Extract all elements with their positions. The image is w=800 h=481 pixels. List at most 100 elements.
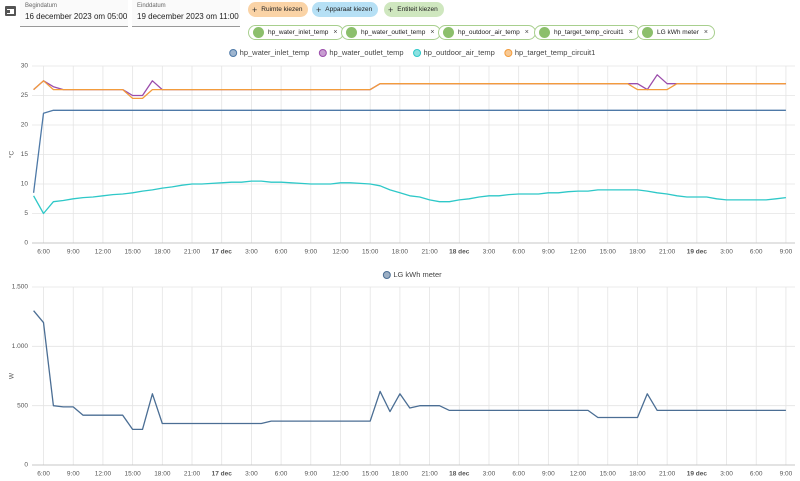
x-tick-label: 17 dec	[212, 471, 233, 478]
x-tick-label: 3:00	[720, 249, 733, 256]
legend-marker	[413, 49, 422, 57]
legend: LG kWh meter	[382, 270, 442, 279]
y-tick-label: 0	[24, 462, 28, 469]
x-tick-label: 12:00	[570, 471, 587, 478]
y-tick-label: 30	[21, 63, 29, 70]
x-tick-label: 18 dec	[449, 471, 470, 478]
x-tick-label: 21:00	[421, 471, 438, 478]
x-tick-label: 21:00	[659, 471, 676, 478]
x-tick-label: 9:00	[67, 471, 80, 478]
y-axis-label: W	[9, 372, 16, 379]
x-tick-label: 3:00	[720, 471, 733, 478]
begin-value: 16 december 2023 om 05:00	[25, 12, 128, 21]
x-tick-label: 18:00	[154, 471, 171, 478]
picker-label: Apparaat kiezen	[325, 6, 373, 13]
y-axis-label: °C	[8, 151, 16, 159]
x-tick-label: 3:00	[483, 471, 496, 478]
x-tick-label: 12:00	[95, 471, 112, 478]
x-tick-label: 6:00	[512, 249, 525, 256]
x-tick-label: 21:00	[659, 249, 676, 256]
area-picker[interactable]: + Ruimte kiezen	[248, 2, 309, 17]
legend-label: hp_water_inlet_temp	[240, 48, 310, 57]
x-tick-label: 6:00	[37, 249, 50, 256]
legend-label: hp_outdoor_air_temp	[424, 48, 495, 57]
entity-label: hp_target_temp_circuit1	[554, 29, 624, 36]
x-tick-label: 12:00	[95, 249, 112, 256]
x-tick-label: 6:00	[512, 471, 525, 478]
x-tick-label: 18:00	[629, 471, 646, 478]
x-tick-label: 9:00	[304, 249, 317, 256]
legend-label: hp_water_outlet_temp	[329, 48, 403, 57]
legend: hp_water_inlet_temp hp_water_outlet_temp h…	[229, 48, 595, 57]
legend-marker	[229, 49, 238, 57]
legend-marker	[318, 49, 327, 57]
x-tick-label: 6:00	[37, 471, 50, 478]
x-tick-label: 3:00	[245, 249, 258, 256]
x-tick-label: 15:00	[124, 249, 141, 256]
legend-marker	[504, 49, 513, 57]
x-tick-label: 9:00	[780, 249, 793, 256]
y-tick-label: 25	[21, 92, 29, 99]
x-tick-label: 19 dec	[687, 471, 708, 478]
x-tick-label: 18:00	[154, 249, 171, 256]
x-tick-label: 12:00	[570, 249, 587, 256]
legend-label: hp_target_temp_circuit1	[515, 48, 595, 57]
x-tick-label: 3:00	[245, 471, 258, 478]
x-tick-label: 18:00	[392, 249, 409, 256]
series-line	[32, 109, 786, 193]
entity-chip[interactable]: hp_outdoor_air_temp ×	[438, 25, 536, 40]
y-tick-label: 5	[24, 210, 28, 217]
x-tick-label: 21:00	[421, 249, 438, 256]
x-tick-label: 15:00	[362, 249, 379, 256]
x-tick-label: 15:00	[362, 471, 379, 478]
x-tick-label: 9:00	[542, 249, 555, 256]
series-line	[33, 74, 786, 97]
entity-label: hp_water_inlet_temp	[268, 29, 329, 36]
device-picker[interactable]: + Apparaat kiezen	[312, 2, 379, 17]
x-tick-label: 15:00	[124, 471, 141, 478]
series-line	[33, 80, 786, 100]
x-tick-label: 9:00	[304, 471, 317, 478]
end-label: Einddatum	[137, 3, 166, 9]
entity-chip[interactable]: hp_water_outlet_temp ×	[341, 25, 442, 40]
picker-label: Ruimte kiezen	[261, 6, 303, 13]
legend-marker	[382, 271, 391, 279]
entity-picker[interactable]: + Entiteit kiezen	[384, 2, 444, 17]
x-tick-label: 6:00	[750, 249, 763, 256]
x-tick-label: 18:00	[392, 471, 409, 478]
calendar-icon	[5, 6, 16, 16]
x-tick-label: 21:00	[184, 471, 201, 478]
entity-label: LG kWh meter	[657, 29, 699, 36]
x-tick-label: 3:00	[483, 249, 496, 256]
begin-date-field[interactable]: Begindatum 16 december 2023 om 05:00	[20, 0, 128, 27]
x-tick-label: 6:00	[275, 471, 288, 478]
y-tick-label: 1.500	[12, 284, 29, 291]
entity-label: hp_outdoor_air_temp	[458, 29, 520, 36]
y-tick-label: 500	[17, 402, 28, 409]
end-value: 19 december 2023 om 11:00	[137, 12, 239, 21]
y-tick-label: 1.000	[12, 343, 29, 350]
x-tick-label: 12:00	[332, 471, 349, 478]
end-date-field[interactable]: Einddatum 19 december 2023 om 11:00	[132, 0, 240, 27]
x-tick-label: 21:00	[184, 249, 201, 256]
entity-chip[interactable]: hp_water_inlet_temp ×	[248, 25, 345, 40]
y-tick-label: 0	[24, 240, 28, 247]
entity-chip[interactable]: hp_target_temp_circuit1 ×	[534, 25, 640, 40]
x-tick-label: 19 dec	[687, 249, 708, 256]
x-tick-label: 17 dec	[212, 249, 233, 256]
series-line	[33, 180, 786, 215]
y-tick-label: 15	[21, 151, 29, 158]
picker-label: Entiteit kiezen	[397, 6, 438, 13]
x-tick-label: 6:00	[275, 249, 288, 256]
x-tick-label: 9:00	[542, 471, 555, 478]
series-line	[33, 310, 786, 431]
x-tick-label: 9:00	[780, 471, 793, 478]
x-tick-label: 6:00	[750, 471, 763, 478]
legend-label: LG kWh meter	[393, 270, 442, 279]
entity-label: hp_water_outlet_temp	[361, 29, 426, 36]
entity-chip[interactable]: LG kWh meter ×	[637, 25, 715, 40]
x-tick-label: 15:00	[600, 471, 617, 478]
x-tick-label: 9:00	[67, 249, 80, 256]
